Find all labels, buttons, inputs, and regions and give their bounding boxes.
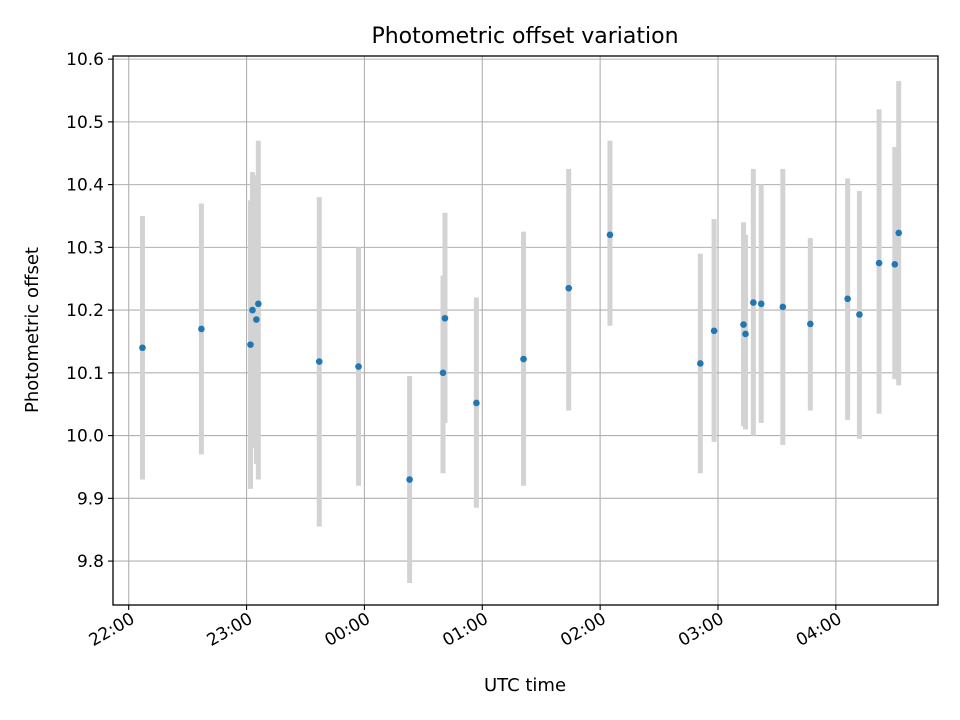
y-axis-label: Photometric offset bbox=[22, 247, 43, 413]
data-point bbox=[520, 355, 527, 363]
data-point bbox=[757, 300, 765, 308]
data-point bbox=[255, 300, 262, 308]
data-point bbox=[198, 325, 205, 333]
data-point bbox=[606, 231, 614, 239]
data-point bbox=[844, 295, 851, 303]
y-tick-label: 10.5 bbox=[66, 113, 104, 133]
errorbars bbox=[139, 81, 902, 584]
data-point bbox=[891, 261, 899, 268]
data-point bbox=[779, 303, 787, 311]
data-point bbox=[315, 358, 323, 365]
y-tick-label: 10.6 bbox=[66, 50, 104, 70]
y-tick-label: 9.8 bbox=[77, 552, 104, 572]
data-point bbox=[406, 476, 413, 483]
data-point bbox=[441, 314, 449, 322]
data-point bbox=[875, 259, 883, 267]
data-point bbox=[742, 330, 749, 338]
data-point bbox=[355, 363, 362, 370]
data-point bbox=[740, 321, 747, 328]
data-point bbox=[253, 316, 260, 323]
data-point bbox=[895, 229, 903, 237]
x-axis-label: UTC time bbox=[484, 675, 566, 696]
data-point bbox=[807, 320, 814, 328]
data-point bbox=[750, 299, 757, 306]
data-point bbox=[439, 369, 447, 377]
data-points bbox=[139, 229, 903, 483]
chart-title: Photometric offset variation bbox=[371, 24, 678, 49]
plot-frame bbox=[112, 55, 939, 606]
data-point bbox=[139, 344, 146, 352]
data-point bbox=[697, 360, 704, 367]
data-point bbox=[710, 327, 718, 335]
y-tick-label: 10.2 bbox=[66, 301, 104, 321]
data-point bbox=[565, 284, 573, 292]
data-point bbox=[249, 306, 256, 314]
y-tick-label: 10.4 bbox=[66, 176, 104, 196]
y-axis-ticks: 9.8 9.9 10.0 10.1 10.2 10.3 10.4 10.5 10.6 bbox=[66, 50, 113, 572]
y-tick-label: 10.1 bbox=[66, 364, 104, 384]
data-point bbox=[247, 341, 254, 348]
y-tick-label: 9.9 bbox=[77, 489, 104, 509]
data-point bbox=[856, 311, 863, 318]
y-tick-label: 10.3 bbox=[66, 238, 104, 258]
data-point bbox=[473, 399, 480, 407]
y-tick-label: 10.0 bbox=[66, 427, 104, 447]
